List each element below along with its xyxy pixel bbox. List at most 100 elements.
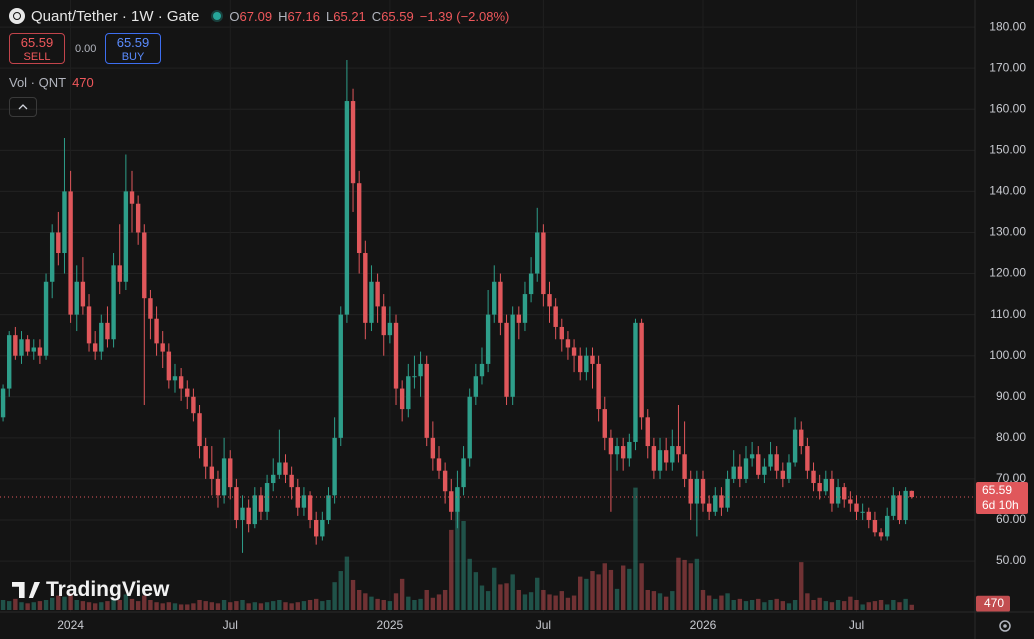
- sell-label: SELL: [23, 51, 51, 63]
- symbol-title[interactable]: Quant/Tether · 1W · Gate: [31, 7, 200, 25]
- x-tick-label: Jul: [536, 618, 551, 632]
- volume-bar: [246, 603, 251, 610]
- volume-bar: [442, 589, 448, 610]
- ohlc-low: L65.21: [326, 9, 366, 24]
- candle-body: [596, 363, 601, 410]
- volume-bar: [258, 603, 264, 610]
- candle-body: [743, 458, 749, 479]
- y-tick-label: 110.00: [990, 307, 1026, 321]
- y-tick-label: 120.00: [989, 266, 1026, 280]
- x-tick-label: 2024: [57, 618, 84, 632]
- candle-body: [516, 314, 522, 323]
- candle-body: [277, 462, 282, 475]
- y-tick-label: 90.00: [996, 389, 1026, 403]
- volume-bar: [80, 601, 86, 610]
- candle-body: [756, 454, 761, 475]
- volume-bar: [277, 599, 282, 610]
- candle-body: [541, 232, 546, 295]
- candle-body: [762, 466, 767, 475]
- volume-bar: [142, 595, 147, 610]
- candle-body: [135, 203, 141, 233]
- volume-bar: [860, 604, 865, 610]
- volume-bar: [584, 578, 589, 610]
- candle-body: [240, 507, 245, 520]
- volume-bar: [627, 568, 632, 610]
- volume-bar: [338, 571, 343, 610]
- volume-bar: [848, 596, 853, 610]
- volume-bar: [209, 602, 215, 610]
- candle-body: [37, 347, 43, 356]
- ohlc-value: 65.21: [333, 8, 366, 24]
- countdown-label: 6d 10h: [982, 498, 1019, 512]
- volume-bar: [541, 589, 546, 610]
- buy-price: 65.59: [116, 35, 150, 50]
- volume-bar: [522, 594, 528, 610]
- candle-body: [473, 376, 479, 397]
- y-tick-label: 170.00: [989, 60, 1026, 74]
- ohlc-value: 67.09: [239, 8, 273, 24]
- y-tick-label: 130.00: [989, 225, 1026, 239]
- volume-bar: [780, 601, 786, 610]
- candle-body: [676, 446, 681, 455]
- volume-bar: [762, 602, 767, 610]
- buy-button[interactable]: 65.59 BUY: [105, 33, 161, 64]
- candle-body: [363, 253, 368, 323]
- price-change: −1.39 (−2.08%): [419, 8, 510, 24]
- candle-body: [0, 388, 6, 418]
- candle-body: [283, 462, 288, 475]
- volume-bar: [872, 601, 878, 610]
- sell-price: 65.59: [20, 35, 54, 50]
- candle-body: [608, 437, 614, 455]
- volume-bar: [283, 602, 288, 610]
- volume-bar: [694, 558, 700, 610]
- candle-body: [215, 478, 221, 496]
- volume-bar: [878, 599, 884, 610]
- candle-body: [725, 478, 730, 508]
- volume-bar: [215, 603, 221, 610]
- candle-body: [320, 519, 325, 537]
- candle-body: [111, 265, 116, 340]
- volume-bar: [553, 595, 558, 610]
- settings-icon[interactable]: [999, 620, 1011, 632]
- volume-bar: [842, 601, 847, 610]
- candle-body: [682, 454, 687, 479]
- candle-body: [172, 376, 178, 381]
- volume-bar: [271, 601, 276, 610]
- candle-body: [19, 339, 24, 356]
- volume-bar: [332, 582, 337, 610]
- candle-body: [866, 511, 871, 520]
- watermark: TradingView: [12, 578, 169, 602]
- ohlc-open: O67.09: [229, 9, 272, 24]
- candle-body: [455, 487, 460, 512]
- candle-body: [301, 495, 307, 508]
- candle-body: [885, 515, 890, 537]
- candle-body: [31, 347, 36, 352]
- volume-pane: [0, 487, 914, 610]
- volume-bar: [228, 602, 233, 610]
- sell-button[interactable]: 65.59 SELL: [9, 33, 65, 64]
- grid: [0, 0, 975, 612]
- volume-bar: [461, 520, 466, 610]
- volume-bar: [510, 574, 515, 610]
- candle-body: [590, 355, 595, 364]
- y-tick-label: 50.00: [996, 553, 1026, 567]
- candle-body: [559, 326, 564, 340]
- candle-body: [418, 363, 423, 377]
- volume-bar: [148, 599, 153, 610]
- candle-body: [252, 495, 258, 525]
- volume-bar: [160, 603, 165, 610]
- volume-bar: [756, 598, 761, 610]
- candle-body: [909, 490, 914, 498]
- candle-body: [528, 273, 534, 295]
- collapse-button[interactable]: [9, 97, 37, 117]
- ohlc-value: 65.59: [381, 8, 414, 24]
- candle-body: [442, 470, 448, 492]
- volume-bar: [295, 602, 300, 610]
- volume-bar: [19, 602, 24, 610]
- volume-bar: [264, 602, 270, 610]
- volume-bar: [639, 563, 644, 610]
- candle-body: [737, 466, 743, 479]
- candle-body: [645, 417, 650, 447]
- candle-body: [663, 450, 669, 463]
